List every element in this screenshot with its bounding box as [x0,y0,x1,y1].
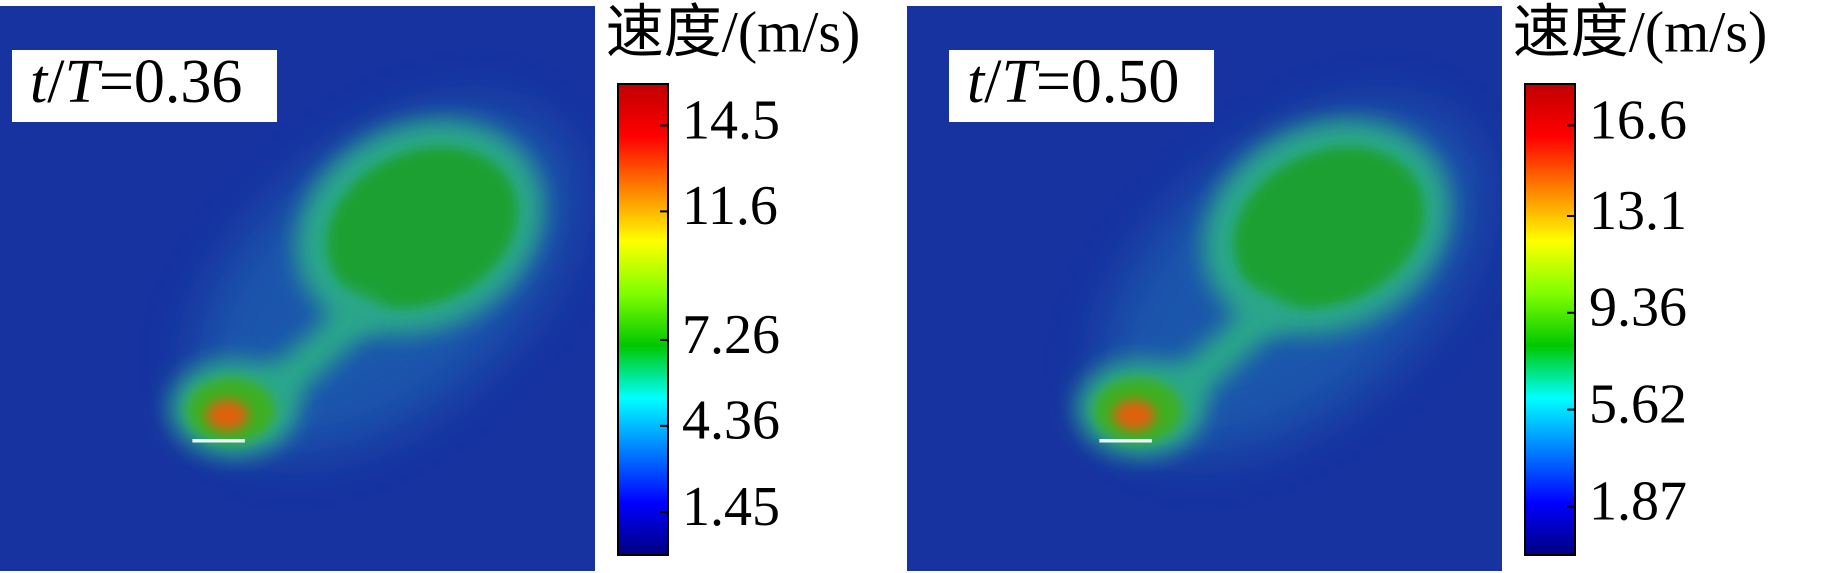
annotation: t/T=0.36 [30,48,242,116]
colorbar-tick-label: 1.87 [1589,470,1687,532]
colorbar-tick-label: 11.6 [682,175,778,237]
panel: t/T=0.36 速度/(m/s) 14.5 11.6 7.26 4.36 1.45 [0,0,860,571]
panel: t/T=0.50 速度/(m/s) 16.6 13.1 9.36 5.62 1.87 [907,0,1767,571]
annotation-part: t [30,48,49,116]
colorbar-tick-label: 4.36 [682,390,780,452]
annotation-part: T [1001,48,1040,116]
colorbar-tick-label: 7.26 [682,304,780,366]
colorbar-tick-label: 9.36 [1589,277,1687,339]
colorbar-tick-label: 13.1 [1589,180,1687,242]
colorbar-tick-label: 16.6 [1589,89,1687,151]
colorbar-title: 速度/(m/s) [606,0,861,64]
colorbar-tick-label: 1.45 [682,476,780,538]
jet-core [206,399,249,431]
annotation-box [12,50,277,122]
colorbar [617,83,669,556]
vortex-core [326,146,518,308]
annotation-part: / [47,48,65,116]
jet-core [1113,399,1156,431]
vortex-core [1233,146,1425,308]
annotation-part: t [967,48,986,116]
colorbar-tick-label: 5.62 [1589,373,1687,435]
annotation-part: T [64,48,103,116]
annotation-part: =0.36 [99,48,242,116]
colorbar-tick-label: 14.5 [682,89,780,151]
colorbar [1524,83,1576,556]
annotation-part: / [984,48,1002,116]
colorbar-title: 速度/(m/s) [1513,0,1768,64]
annotation-box [949,50,1214,122]
annotation: t/T=0.50 [967,48,1179,116]
annotation-part: =0.50 [1036,48,1179,116]
velocity-field [0,6,595,571]
